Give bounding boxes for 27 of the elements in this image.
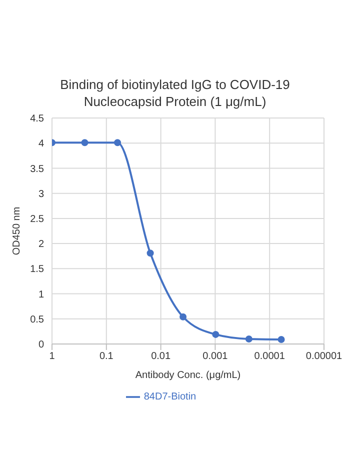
y-tick-label: 0.5	[30, 314, 44, 326]
point	[245, 335, 252, 342]
point	[212, 330, 220, 338]
y-tick-label: 0	[38, 340, 44, 351]
point	[180, 313, 187, 320]
x-axis-title: Antibody Conc. (μg/mL)	[135, 370, 241, 381]
x-tick-label: 1	[49, 351, 56, 362]
y-axis-title: OD450 nm	[12, 206, 23, 256]
y-tick-label: 2	[38, 239, 44, 250]
point	[146, 250, 154, 257]
point	[81, 139, 88, 146]
y-tick-label: 2.5	[30, 214, 44, 225]
point	[278, 336, 285, 343]
x-tick-label: 0.0001	[254, 351, 286, 362]
y-tick-label: 4.5	[30, 114, 44, 125]
x-tick-label: 0.1	[99, 351, 114, 362]
x-tick-label: 0.00001	[306, 351, 343, 362]
x-tick-label: 0.01	[151, 351, 171, 362]
y-tick-label: 1	[38, 289, 44, 300]
y-tick-label: 1.5	[30, 264, 44, 276]
point	[114, 139, 122, 146]
chart-title: Binding of biotinylated IgG to COVID-19 Nucleocapsid Protein (1 μg/mL)	[59, 76, 291, 110]
y-tick-label: 3.5	[30, 164, 44, 175]
y-tick-label: 4	[38, 138, 44, 150]
x-tick-label: 0.001	[202, 351, 228, 362]
y-tick-label: 3	[38, 188, 44, 200]
legend-label: 84D7-Biotin	[144, 392, 196, 403]
